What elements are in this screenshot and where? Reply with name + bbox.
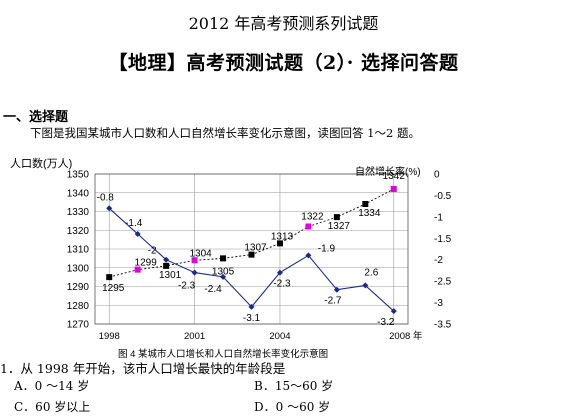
section-heading: 一、选择题 [3,110,69,125]
growth-rate-point [134,231,141,237]
growth-rate-label: -2.7 [324,296,342,307]
left-tick-label: 1340 [67,188,90,199]
option-d[interactable]: D．0 ～60 岁 [254,400,331,414]
population-point [390,186,397,192]
growth-rate-point [163,256,170,263]
population-point [333,214,340,221]
population-point [248,251,255,258]
chart-tick-labels: 1350 1340 1330 1320 1310 1300 1290 1280 1270 1998… [67,170,452,343]
growth-rate-label: -3.1 [243,313,261,324]
growth-rate-point [333,286,340,293]
population-label: 1299 [135,258,158,269]
left-tick-label: 1350 [67,170,90,181]
question-instruction: 下图是我国某城市人口数和人口自然增长率变化示意图，读图回答 1～2 题。 [30,126,420,140]
population-label: 1334 [358,208,381,219]
page-title: 2012 年高考预测系列试题 [188,14,379,33]
growth-rate-label: -1.9 [318,243,336,254]
left-tick-label: 1290 [67,282,90,293]
growth-rate-point [362,282,369,289]
page-subtitle: 【地理】高考预测试题（2）· 选择问答题 [108,52,459,74]
right-tick-label: -3.5 [434,320,452,331]
option-a[interactable]: A．0 ～14 岁 [14,379,90,393]
population-point [276,240,283,247]
population-label: 1304 [189,248,212,259]
right-tick-label: -1 [434,212,443,223]
growth-rate-label: -2.4 [204,284,222,295]
growth-rate-point [390,308,397,315]
population-point [305,223,312,230]
population-label: 1305 [212,266,235,277]
growth-rate-point [305,252,312,259]
growth-rate-label: -2.3 [273,279,291,290]
population-point [191,257,198,264]
growth-rate-label: -3.2 [377,317,395,328]
growth-rate-series: -0.8 -1.4 -2 -2.3 -2.4 -3.1 -2.3 -1.9 -2.7 2.6 -3.… [97,192,397,328]
growth-rate-label: -2 [148,246,157,257]
growth-rate-point [276,269,283,276]
population-point [362,201,369,207]
population-label: 1295 [102,283,125,294]
x-tick-label: 1998 [99,331,120,342]
option-b[interactable]: B．15～60 岁 [254,379,334,393]
growth-rate-label: 2.6 [364,267,378,278]
question-1: 1．从 1998 年开始，该市人口增长最快的年龄段是 [0,361,286,376]
population-point [134,266,141,273]
growth-rate-point [106,205,113,212]
growth-rate-point [248,303,255,310]
right-tick-label: -2.5 [434,277,452,288]
left-tick-label: 1280 [67,301,90,312]
right-tick-label: -1.5 [434,234,452,245]
population-label: 1327 [328,221,351,232]
left-tick-label: 1300 [67,263,90,274]
option-c[interactable]: C．60 岁以上 [14,400,91,414]
right-tick-label: -3 [434,298,443,309]
growth-rate-label: -2.3 [178,281,196,292]
population-point [220,255,227,262]
x-tick-label: 2001 [184,331,205,342]
right-tick-label: -0.5 [434,191,452,202]
population-label: 1313 [271,231,294,242]
population-label: 1307 [244,243,267,254]
growth-rate-point [220,273,227,280]
x-tick-label: 2008 年 [389,330,423,342]
population-point [163,262,170,269]
population-point [106,274,113,281]
chart-caption: 图 4 某城市人口增长和人口自然增长率变化示意图 [118,348,328,360]
population-growth-chart: -0.8 -1.4 -2 -2.3 -2.4 -3.1 -2.3 -1.9 -2.7 2.6 -3.… [10,157,452,360]
left-tick-label: 1320 [67,226,90,237]
left-tick-label: 1330 [67,207,90,218]
population-label: 1322 [301,212,324,223]
left-tick-label: 1310 [67,245,90,256]
growth-rate-label: -0.8 [97,192,115,203]
population-label: 1301 [159,270,182,281]
growth-rate-label: -1.4 [125,218,143,229]
plot-frame [94,173,409,325]
left-axis-label: 人口数(万人) [10,157,72,170]
right-axis-label: 自然增长率(%) [355,165,421,178]
growth-rate-point [191,269,198,276]
right-tick-label: -2 [434,255,443,266]
left-tick-label: 1270 [67,320,90,331]
x-tick-label: 2004 [269,331,290,342]
population-label: 1342 [383,171,406,182]
chart-axes [94,173,409,325]
right-tick-label: 0 [434,170,440,181]
